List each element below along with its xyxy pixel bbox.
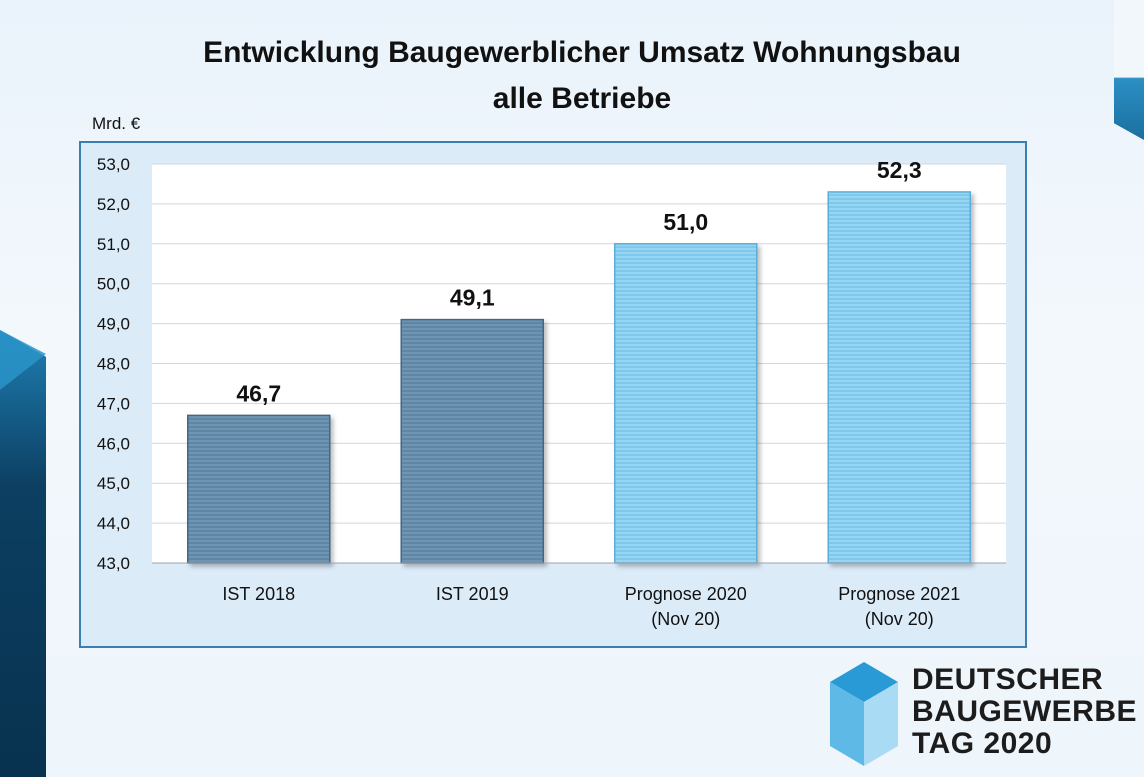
x-tick-label: (Nov 20) [651,609,720,629]
y-tick-label: 49,0 [97,315,130,334]
x-tick-label: IST 2018 [222,584,295,604]
y-tick-label: 47,0 [97,394,130,413]
deutscher-baugewerbetag-logo [830,662,898,766]
logo-text: DEUTSCHER BAUGEWERBE TAG 2020 [912,664,1137,760]
data-label: 49,1 [450,285,495,311]
right-decoration [1114,0,1144,140]
y-tick-label: 45,0 [97,474,130,493]
cube-logo-icon [830,662,898,766]
x-tick-label: (Nov 20) [865,609,934,629]
y-tick-label: 43,0 [97,554,130,573]
x-tick-label: Prognose 2020 [625,584,747,604]
left-decoration [0,330,46,777]
y-tick-label: 53,0 [97,155,130,174]
bar [827,191,971,564]
y-tick-label: 48,0 [97,355,130,374]
y-tick-label: 46,0 [97,434,130,453]
chart-title-line2: alle Betriebe [492,82,672,115]
bar [187,414,331,564]
data-label: 51,0 [663,209,708,235]
y-tick-label: 52,0 [97,195,130,214]
logo-line1: DEUTSCHER [912,663,1104,696]
bar [400,318,544,564]
chart-title-line1: Entwicklung Baugewerblicher Umsatz Wohnu… [203,36,961,69]
logo-line3: TAG 2020 [912,727,1053,760]
data-label: 46,7 [236,380,281,406]
y-axis-unit: Mrd. € [92,114,141,133]
x-tick-label: IST 2019 [436,584,509,604]
logo-line2: BAUGEWERBE [912,695,1138,728]
y-tick-label: 44,0 [97,514,130,533]
data-label: 52,3 [877,157,922,183]
chart-title: Entwicklung Baugewerblicher Umsatz Wohnu… [80,30,1084,122]
y-tick-label: 50,0 [97,275,130,294]
bar [614,243,758,564]
y-tick-label: 51,0 [97,235,130,254]
x-tick-label: Prognose 2021 [838,584,960,604]
